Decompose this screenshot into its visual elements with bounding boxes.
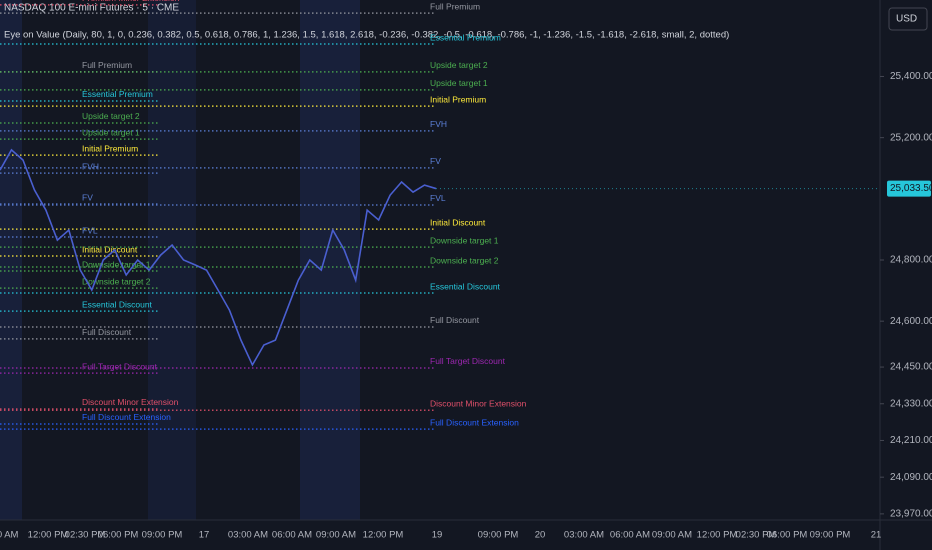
level-label: FV	[430, 156, 441, 166]
level-label: Downside target 2	[82, 276, 151, 286]
x-tick-label: 03:00 AM	[564, 530, 604, 541]
level-label: FVH	[82, 161, 99, 171]
y-tick-label: 24,210.00	[890, 435, 932, 446]
last-price-box	[887, 180, 931, 197]
level-label: Essential Discount	[82, 299, 153, 309]
x-tick-label: 02:30 PM	[65, 530, 106, 541]
chart-title: NASDAQ 100 E-mini Futures · 5 · CME	[4, 3, 179, 14]
level-label: Discount Minor Extension	[82, 397, 179, 407]
level-label: Full Target Discount	[430, 356, 506, 366]
level-label: Upside target 2	[82, 111, 140, 121]
level-label: Upside target 1	[82, 127, 140, 137]
level-label: Downside target 1	[430, 235, 499, 245]
y-tick-label: 24,090.00	[890, 472, 932, 483]
x-tick-label: 00 AM	[0, 530, 19, 541]
x-tick-label: 17	[199, 530, 210, 541]
y-tick-label: 25,200.00	[890, 132, 932, 143]
x-tick-label: 09:00 PM	[142, 530, 183, 541]
level-label: Initial Premium	[82, 143, 138, 153]
indicator-label: Eye on Value (Daily, 80, 1, 0, 0.236, 0.…	[4, 30, 729, 41]
x-tick-label: 03:00 AM	[228, 530, 268, 541]
x-tick-label: 19	[432, 530, 443, 541]
y-tick-label: 24,450.00	[890, 362, 932, 373]
level-label: FVL	[82, 225, 98, 235]
session-band	[148, 0, 196, 520]
session-band	[0, 0, 22, 520]
level-label: Full Target Discount	[82, 361, 158, 371]
level-label: Full Premium	[82, 60, 132, 70]
last-price-label: 25,033.50	[890, 183, 932, 194]
level-label: Initial Premium	[430, 94, 486, 104]
level-label: FVL	[430, 193, 446, 203]
price-line	[0, 148, 437, 367]
level-label: Full Discount	[82, 327, 132, 337]
level-label: Full Discount	[430, 315, 480, 325]
level-label: Discount Minor Extension	[430, 398, 527, 408]
x-tick-label: 09:00 PM	[478, 530, 519, 541]
y-tick-label: 25,400.00	[890, 71, 932, 82]
x-tick-label: 06:00 AM	[610, 530, 650, 541]
level-label: Full Premium	[430, 1, 480, 11]
level-label: Initial Discount	[430, 217, 486, 227]
x-tick-label: 12:00 PM	[363, 530, 404, 541]
level-label: Essential Premium	[82, 89, 153, 99]
level-label: Essential Discount	[430, 281, 501, 291]
x-tick-label: 12:00 PM	[697, 530, 738, 541]
level-label: Upside target 2	[430, 60, 488, 70]
level-label: FV	[82, 192, 93, 202]
x-tick-label: 20	[535, 530, 546, 541]
x-tick-label: 09:00 AM	[316, 530, 356, 541]
x-tick-label: 06:00 PM	[98, 530, 139, 541]
y-tick-label: 23,970.00	[890, 509, 932, 520]
x-tick-label: 21	[871, 530, 882, 541]
level-label: Upside target 1	[430, 78, 488, 88]
level-label: FVH	[430, 119, 447, 129]
level-label: Full Discount Extension	[82, 412, 171, 422]
x-tick-label: 09:00 PM	[810, 530, 851, 541]
level-label: Essential Premium	[430, 32, 501, 42]
x-tick-label: 09:00 AM	[652, 530, 692, 541]
y-tick-label: 24,330.00	[890, 398, 932, 409]
level-label: Initial Discount	[82, 244, 138, 254]
currency-label: USD	[896, 14, 917, 25]
x-tick-label: 06:00 AM	[272, 530, 312, 541]
x-tick-label: 06:00 PM	[767, 530, 808, 541]
x-tick-label: 02:30 PM	[736, 530, 777, 541]
y-tick-label: 24,600.00	[890, 316, 932, 327]
y-tick-label: 24,800.00	[890, 255, 932, 266]
level-label: Premium Minor Extension	[82, 0, 180, 3]
level-label: Downside target 2	[430, 255, 499, 265]
level-label: Full Discount Extension	[430, 417, 519, 427]
x-tick-label: 12:00 PM	[28, 530, 69, 541]
currency-button[interactable]	[888, 7, 928, 31]
level-label: Downside target 1	[82, 259, 151, 269]
